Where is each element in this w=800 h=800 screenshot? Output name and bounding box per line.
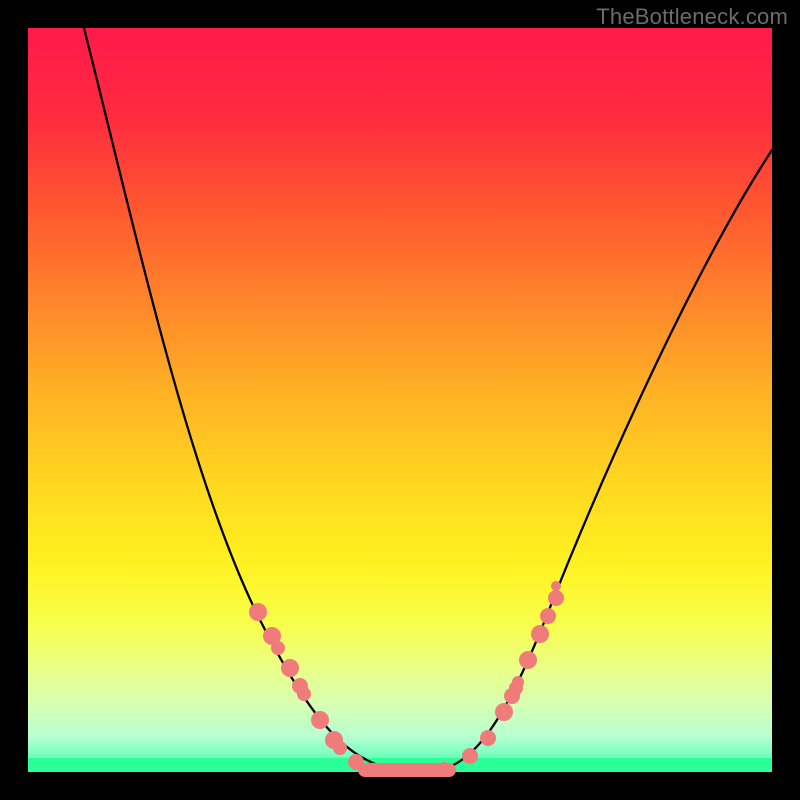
marker-left-6 (311, 711, 329, 729)
marker-right-6 (519, 651, 537, 669)
marker-right-9 (548, 590, 564, 606)
marker-single-1 (551, 581, 561, 591)
marker-left-9 (348, 754, 364, 770)
marker-right-2 (495, 703, 513, 721)
chart-canvas (0, 0, 800, 800)
marker-right-5 (512, 676, 524, 688)
marker-left-2 (271, 641, 285, 655)
marker-single-0 (438, 762, 450, 774)
watermark-text: TheBottleneck.com (596, 4, 788, 30)
marker-right-8 (540, 608, 556, 624)
marker-right-0 (462, 748, 478, 764)
plot-background (28, 28, 772, 772)
marker-left-5 (297, 687, 311, 701)
marker-right-1 (480, 730, 496, 746)
marker-left-3 (281, 659, 299, 677)
marker-right-7 (531, 625, 549, 643)
marker-left-8 (333, 741, 347, 755)
marker-left-0 (249, 603, 267, 621)
chart-frame: TheBottleneck.com (0, 0, 800, 800)
